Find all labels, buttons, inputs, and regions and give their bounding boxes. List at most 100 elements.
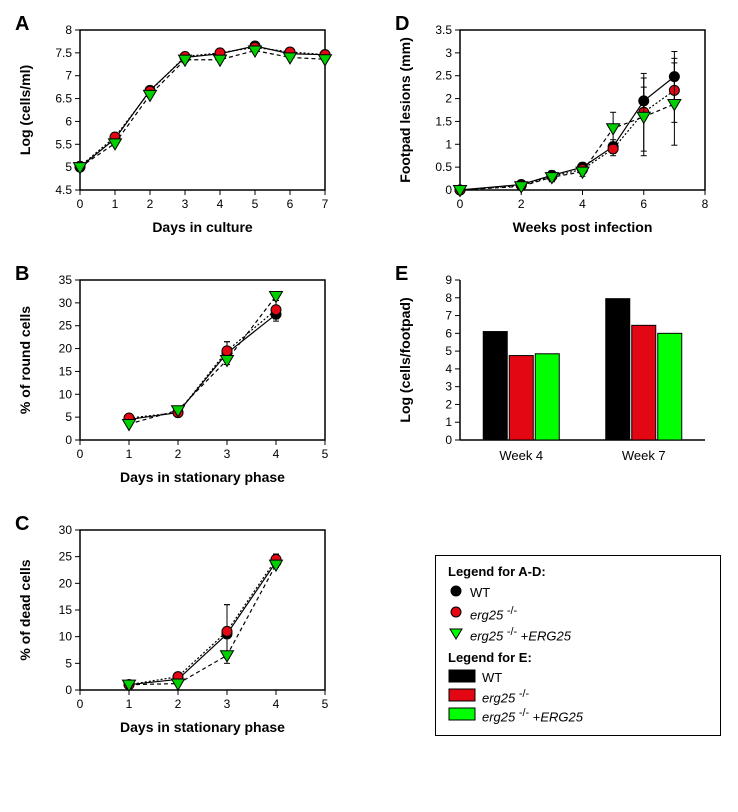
svg-text:Week 4: Week 4 xyxy=(499,448,543,463)
legend-items-e: WT erg25 -/- erg25 -/- +ERG25 xyxy=(448,669,708,725)
svg-text:% of round cells: % of round cells xyxy=(17,306,33,414)
svg-text:0: 0 xyxy=(77,447,84,461)
svg-text:0: 0 xyxy=(457,197,464,211)
legend-label: erg25 -/- +ERG25 xyxy=(482,707,583,724)
svg-text:Days in culture: Days in culture xyxy=(152,219,253,235)
svg-text:6: 6 xyxy=(287,197,294,211)
legend-label: WT xyxy=(470,585,490,600)
panel-e-svg: E0123456789Log (cells/footpad)Week 4Week… xyxy=(390,260,720,490)
svg-text:5.5: 5.5 xyxy=(55,137,72,151)
svg-text:15: 15 xyxy=(59,603,73,617)
svg-text:2: 2 xyxy=(175,447,182,461)
panel-b: B01234505101520253035Days in stationary … xyxy=(10,260,340,490)
svg-text:D: D xyxy=(395,13,409,35)
svg-text:30: 30 xyxy=(59,523,73,537)
svg-text:3: 3 xyxy=(182,197,189,211)
legend-label: erg25 -/- +ERG25 xyxy=(470,626,571,643)
svg-text:8: 8 xyxy=(702,197,709,211)
panel-c: C012345051015202530Days in stationary ph… xyxy=(10,510,340,740)
legend-swatch-icon xyxy=(448,688,476,705)
legend-label: erg25 -/- xyxy=(470,605,517,622)
legend-item: WT xyxy=(448,669,708,686)
svg-text:7: 7 xyxy=(65,69,72,83)
legend-marker-icon xyxy=(448,625,464,644)
svg-text:2: 2 xyxy=(445,92,452,106)
svg-text:2.5: 2.5 xyxy=(435,69,452,83)
legend-item: erg25 -/- xyxy=(448,688,708,705)
svg-text:1: 1 xyxy=(112,197,119,211)
svg-text:6.5: 6.5 xyxy=(55,92,72,106)
svg-text:Footpad lesions (mm): Footpad lesions (mm) xyxy=(397,37,413,182)
panel-a: A012345674.555.566.577.58Days in culture… xyxy=(10,10,340,240)
svg-text:7.5: 7.5 xyxy=(55,46,72,60)
legend-item: erg25 -/- +ERG25 xyxy=(448,625,708,644)
svg-text:1.5: 1.5 xyxy=(435,114,452,128)
legend-label: WT xyxy=(482,670,502,685)
svg-text:3: 3 xyxy=(445,380,452,394)
svg-text:0: 0 xyxy=(65,683,72,697)
svg-text:E: E xyxy=(395,263,408,285)
legend-label: erg25 -/- xyxy=(482,688,529,705)
svg-text:4.5: 4.5 xyxy=(55,183,72,197)
legend-item: WT xyxy=(448,583,708,602)
svg-text:5: 5 xyxy=(322,447,329,461)
svg-text:2: 2 xyxy=(147,197,154,211)
svg-text:Days in stationary phase: Days in stationary phase xyxy=(120,719,285,735)
svg-text:2: 2 xyxy=(175,697,182,711)
svg-text:4: 4 xyxy=(579,197,586,211)
panel-e: E0123456789Log (cells/footpad)Week 4Week… xyxy=(390,260,720,490)
svg-text:6: 6 xyxy=(640,197,647,211)
svg-text:3: 3 xyxy=(224,447,231,461)
figure-container: A 0 1 2 3 4 5 6 7 4.5 5 5.5 6 6.5 7 7.5 8 Days in culture… xyxy=(0,0,738,812)
svg-text:25: 25 xyxy=(59,319,73,333)
svg-text:0.5: 0.5 xyxy=(435,160,452,174)
svg-text:4: 4 xyxy=(273,447,280,461)
svg-text:9: 9 xyxy=(445,273,452,287)
legend-item: erg25 -/- +ERG25 xyxy=(448,707,708,724)
svg-text:10: 10 xyxy=(59,387,73,401)
svg-text:10: 10 xyxy=(59,630,73,644)
svg-text:3.5: 3.5 xyxy=(435,23,452,37)
svg-text:Weeks post infection: Weeks post infection xyxy=(513,219,653,235)
svg-text:5: 5 xyxy=(65,160,72,174)
svg-text:0: 0 xyxy=(445,183,452,197)
panel-d-svg: D0246800.511.522.533.5Weeks post infecti… xyxy=(390,10,720,240)
svg-text:5: 5 xyxy=(65,410,72,424)
panel-b-svg: B01234505101520253035Days in stationary … xyxy=(10,260,340,490)
panel-d: D0246800.511.522.533.5Weeks post infecti… xyxy=(390,10,720,240)
svg-text:25: 25 xyxy=(59,550,73,564)
legend-marker-icon xyxy=(448,604,464,623)
svg-text:Log (cells/footpad): Log (cells/footpad) xyxy=(397,297,413,422)
svg-text:Week 7: Week 7 xyxy=(622,448,666,463)
svg-text:3: 3 xyxy=(445,46,452,60)
legend-title-e: Legend for E: xyxy=(448,650,708,665)
svg-text:Log (cells/ml): Log (cells/ml) xyxy=(17,65,33,155)
svg-text:5: 5 xyxy=(252,197,259,211)
legend-title-ad: Legend for A-D: xyxy=(448,564,708,579)
legend-item: erg25 -/- xyxy=(448,604,708,623)
svg-text:6: 6 xyxy=(445,326,452,340)
svg-text:8: 8 xyxy=(65,23,72,37)
svg-text:20: 20 xyxy=(59,342,73,356)
svg-text:0: 0 xyxy=(65,433,72,447)
svg-text:1: 1 xyxy=(445,137,452,151)
svg-text:35: 35 xyxy=(59,273,73,287)
svg-text:15: 15 xyxy=(59,364,73,378)
svg-text:5: 5 xyxy=(445,344,452,358)
svg-text:Days in stationary phase: Days in stationary phase xyxy=(120,469,285,485)
legend-marker-icon xyxy=(448,583,464,602)
legend-items-ad: WT erg25 -/- erg25 -/- +ERG25 xyxy=(448,583,708,644)
panel-c-svg: C012345051015202530Days in stationary ph… xyxy=(10,510,340,740)
svg-text:7: 7 xyxy=(322,197,329,211)
svg-text:20: 20 xyxy=(59,576,73,590)
legend-swatch-icon xyxy=(448,707,476,724)
svg-text:0: 0 xyxy=(445,433,452,447)
svg-text:A: A xyxy=(15,13,29,35)
svg-text:1: 1 xyxy=(126,697,133,711)
panel-a-svg: A012345674.555.566.577.58Days in culture… xyxy=(10,10,340,240)
svg-text:5: 5 xyxy=(322,697,329,711)
svg-text:2: 2 xyxy=(445,397,452,411)
svg-text:6: 6 xyxy=(65,114,72,128)
legend-box: Legend for A-D: WT erg25 -/- erg25 -/- +ER… xyxy=(435,555,721,736)
svg-text:1: 1 xyxy=(445,415,452,429)
